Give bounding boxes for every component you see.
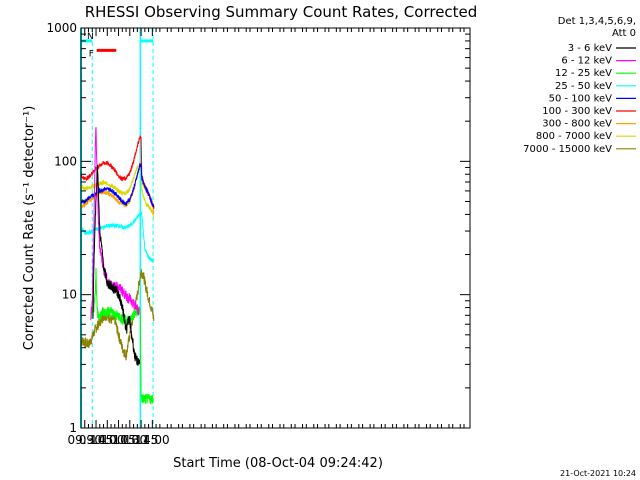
series-line-8 xyxy=(80,268,155,361)
legend-label-0: 3 - 6 keV xyxy=(568,43,612,54)
legend: Det 1,3,4,5,6,9,Att 03 - 6 keV 6 - 12 keV… xyxy=(523,16,636,155)
x-tick-label: 11:00 xyxy=(135,433,170,447)
legend-label-8: 7000 - 15000 keV xyxy=(523,144,612,155)
plot-frame xyxy=(80,27,471,429)
series-line-1 xyxy=(90,127,140,321)
annotation-label-F: F xyxy=(89,49,94,59)
legend-label-6: 300 - 800 keV xyxy=(542,119,612,130)
legend-label-7: 800 - 7000 keV xyxy=(536,131,612,142)
series-line-4 xyxy=(80,162,155,208)
series-line-0 xyxy=(92,164,141,366)
annotation-label-N: N xyxy=(87,32,94,42)
y-tick-label: 10 xyxy=(62,288,77,302)
x-axis-label: Start Time (08-Oct-04 09:24:42) xyxy=(173,456,383,471)
series-line-3 xyxy=(80,210,155,264)
y-tick-label: 100 xyxy=(54,154,77,168)
x-tick-label: 09:45 xyxy=(79,433,114,447)
legend-label-3: 25 - 50 keV xyxy=(555,81,612,92)
x-tick-label: 10:30 xyxy=(113,433,148,447)
y-axis-label: Corrected Count Rate (s⁻¹ detector⁻¹) xyxy=(22,106,37,351)
legend-label-4: 50 - 100 keV xyxy=(549,93,613,104)
legend-label-1: 6 - 12 keV xyxy=(561,56,612,67)
series-line-7 xyxy=(80,162,155,218)
legend-header-0: Det 1,3,4,5,6,9, xyxy=(558,16,636,27)
series-layer xyxy=(80,127,155,405)
legend-label-2: 12 - 25 keV xyxy=(555,68,612,79)
y-tick-label: 1 xyxy=(69,421,77,435)
y-tick-label: 1000 xyxy=(46,21,77,35)
legend-header-1: Att 0 xyxy=(612,28,636,39)
legend-label-5: 100 - 300 keV xyxy=(542,106,612,117)
generated-timestamp: 21-Oct-2021 10:24 xyxy=(560,469,636,478)
series-line-2 xyxy=(90,267,154,405)
x-tick-label: 10:15 xyxy=(101,433,136,447)
x-tick-label: 10:00 xyxy=(90,433,125,447)
x-tick-label: 09:30 xyxy=(67,433,102,447)
x-tick-label: 10:45 xyxy=(124,433,159,447)
chart-title: RHESSI Observing Summary Count Rates, Co… xyxy=(85,3,478,21)
